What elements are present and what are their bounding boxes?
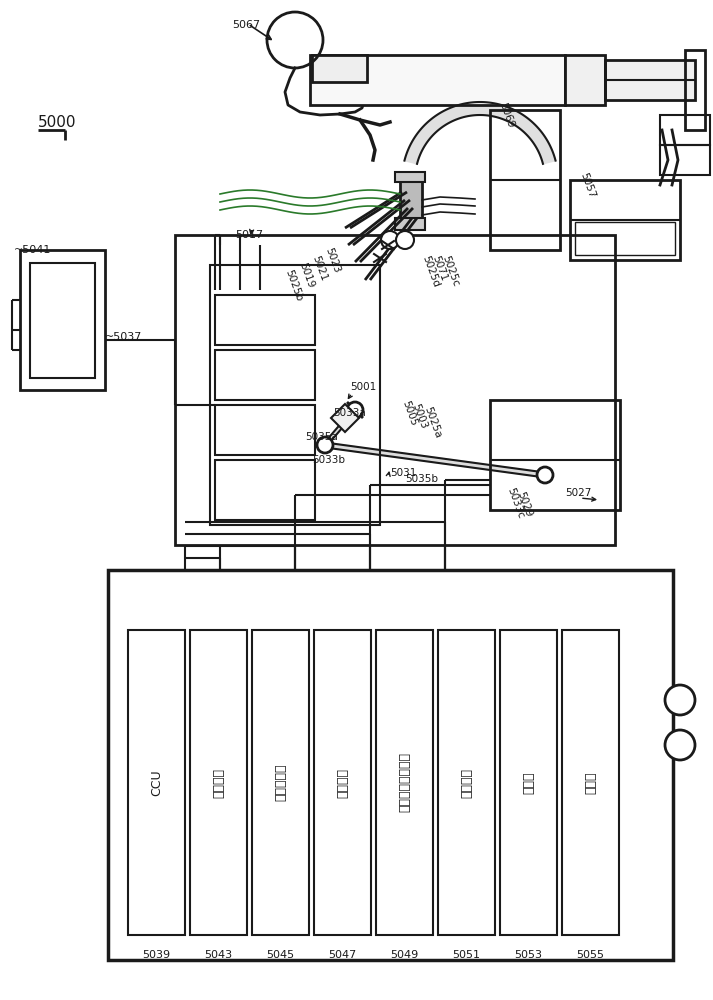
Text: 光源设备: 光源设备 — [336, 768, 349, 798]
Text: 打印机: 打印机 — [584, 771, 597, 794]
Polygon shape — [325, 442, 545, 478]
Text: 5005: 5005 — [400, 400, 419, 428]
Bar — [605, 60, 695, 100]
Text: 5023: 5023 — [323, 247, 342, 275]
Text: 5053: 5053 — [515, 950, 543, 960]
Text: 5049: 5049 — [391, 950, 419, 960]
Text: 5025a: 5025a — [422, 406, 443, 440]
Text: 5035a: 5035a — [305, 432, 338, 442]
Text: CCU: CCU — [150, 769, 163, 796]
Text: 光源设备: 光源设备 — [212, 768, 225, 798]
Text: 5033a: 5033a — [333, 408, 366, 418]
Bar — [215, 295, 315, 345]
Circle shape — [396, 231, 414, 249]
Text: 5045: 5045 — [267, 950, 294, 960]
Text: 5043: 5043 — [205, 950, 232, 960]
Text: 5025b: 5025b — [283, 269, 304, 303]
Circle shape — [665, 685, 695, 715]
Text: 5051: 5051 — [453, 950, 481, 960]
Text: 5031: 5031 — [390, 468, 416, 478]
Bar — [210, 265, 380, 525]
Bar — [490, 400, 620, 510]
Text: 5033c: 5033c — [505, 487, 525, 520]
Bar — [570, 180, 680, 260]
Bar — [438, 630, 495, 935]
Text: 5067: 5067 — [232, 20, 260, 30]
Bar — [395, 172, 425, 182]
Text: ~5041: ~5041 — [14, 245, 51, 255]
Bar — [565, 55, 605, 105]
Text: 5047: 5047 — [329, 950, 356, 960]
Polygon shape — [404, 102, 555, 164]
Bar — [20, 250, 105, 390]
Circle shape — [381, 231, 399, 249]
Bar — [685, 50, 705, 130]
Bar — [215, 405, 315, 455]
Text: 5057: 5057 — [578, 172, 596, 200]
Text: 5017: 5017 — [235, 230, 263, 240]
Text: 治疗工具控制设备: 治疗工具控制设备 — [398, 752, 411, 812]
Text: ~5037: ~5037 — [105, 332, 143, 342]
Text: 5029: 5029 — [515, 491, 533, 519]
Bar — [108, 570, 673, 960]
Text: 5069: 5069 — [497, 102, 515, 130]
Bar — [490, 110, 560, 250]
Bar — [660, 145, 710, 175]
Text: 记录器: 记录器 — [522, 771, 535, 794]
Bar — [376, 630, 433, 935]
Circle shape — [665, 730, 695, 760]
Bar — [30, 263, 95, 378]
Circle shape — [537, 467, 553, 483]
Bar — [128, 630, 185, 935]
Text: 5025d: 5025d — [420, 255, 441, 289]
Text: 瘫控制设备: 瘫控制设备 — [274, 764, 287, 801]
Bar — [562, 630, 619, 935]
Bar — [252, 630, 309, 935]
Text: 5025c: 5025c — [440, 255, 461, 288]
Bar — [395, 218, 425, 230]
Polygon shape — [322, 410, 357, 445]
Bar — [175, 235, 615, 545]
Bar — [190, 630, 247, 935]
Text: 5055: 5055 — [577, 950, 605, 960]
Circle shape — [317, 437, 333, 453]
Circle shape — [347, 402, 363, 418]
Bar — [500, 630, 557, 935]
Text: 5035b: 5035b — [405, 474, 438, 484]
Text: 5039: 5039 — [143, 950, 170, 960]
Text: 5033b: 5033b — [312, 455, 345, 465]
Text: 5001: 5001 — [350, 382, 376, 392]
Bar — [400, 180, 422, 220]
Text: 5003: 5003 — [410, 403, 429, 431]
Text: 5021: 5021 — [310, 255, 329, 283]
Bar — [215, 350, 315, 400]
Text: 5019: 5019 — [297, 262, 315, 290]
Bar — [312, 55, 367, 82]
Text: 5000: 5000 — [38, 115, 76, 130]
Text: 气腹设备: 气腹设备 — [460, 768, 473, 798]
Text: 5027: 5027 — [565, 488, 591, 498]
Polygon shape — [331, 404, 359, 432]
Bar — [660, 115, 710, 145]
Bar — [310, 55, 565, 105]
Bar — [314, 630, 371, 935]
Bar — [575, 222, 675, 255]
Bar — [215, 460, 315, 520]
Text: 5071: 5071 — [430, 255, 448, 283]
